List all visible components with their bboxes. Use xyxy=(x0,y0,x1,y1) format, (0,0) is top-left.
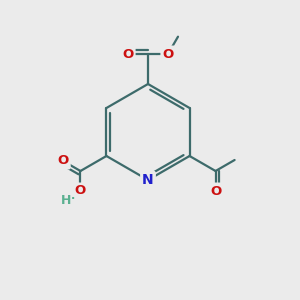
Text: N: N xyxy=(142,173,154,187)
Text: O: O xyxy=(162,47,174,61)
Text: O: O xyxy=(210,184,221,197)
Text: ·: · xyxy=(71,194,76,204)
Text: O: O xyxy=(58,154,69,167)
Text: O: O xyxy=(122,47,134,61)
Text: O: O xyxy=(75,184,86,197)
Text: H: H xyxy=(61,194,72,208)
